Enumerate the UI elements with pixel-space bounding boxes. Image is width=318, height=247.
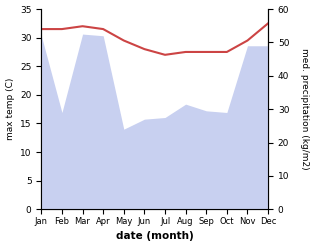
Y-axis label: med. precipitation (kg/m2): med. precipitation (kg/m2) [300,48,309,170]
X-axis label: date (month): date (month) [116,231,194,242]
Y-axis label: max temp (C): max temp (C) [5,78,15,140]
